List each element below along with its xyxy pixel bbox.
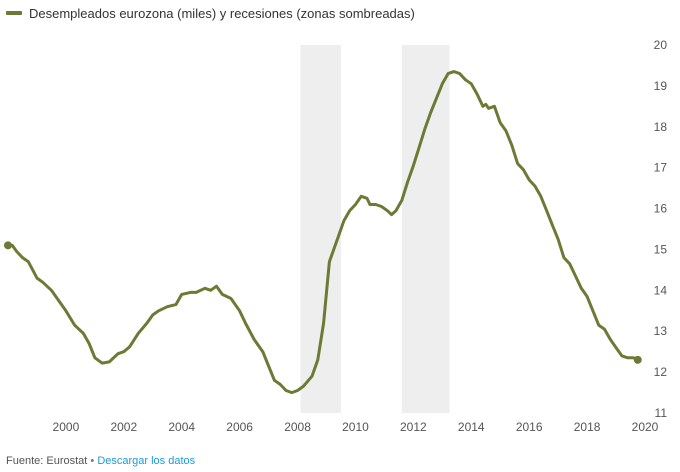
source-text: Fuente: Eurostat [6, 455, 88, 467]
x-tick-2018: 2018 [574, 420, 601, 434]
x-tick-2008: 2008 [284, 420, 311, 434]
x-axis-ticks: 2000 2002 2004 2006 2008 2010 2012 2014 2016 2018… [53, 420, 659, 434]
y-tick-15: 15 [654, 242, 668, 256]
y-tick-18: 18 [654, 120, 668, 134]
footer-separator: • [90, 455, 95, 467]
y-axis-ticks: 11 12 13 14 15 16 17 18 19 20 [654, 38, 668, 420]
legend-swatch [6, 11, 22, 15]
y-tick-16: 16 [654, 202, 668, 216]
x-tick-2020: 2020 [632, 420, 659, 434]
recession-band-2 [401, 45, 450, 413]
y-tick-17: 17 [654, 161, 668, 175]
x-tick-2004: 2004 [168, 420, 195, 434]
series-group [4, 70, 642, 395]
x-tick-2010: 2010 [342, 420, 369, 434]
legend-label: Desempleados eurozona (miles) y recesion… [29, 5, 415, 21]
series-line-1 [6, 70, 640, 395]
series-start-point [4, 241, 12, 250]
download-data-link[interactable]: Descargar los datos [97, 455, 196, 467]
x-tick-2002: 2002 [110, 420, 137, 434]
y-tick-13: 13 [654, 324, 668, 338]
recession-bands [300, 45, 450, 413]
x-tick-2006: 2006 [226, 420, 253, 434]
x-tick-2016: 2016 [516, 420, 543, 434]
y-tick-19: 19 [654, 79, 668, 93]
y-tick-11: 11 [655, 406, 668, 420]
recession-band-1 [300, 45, 341, 413]
y-tick-12: 12 [654, 365, 668, 379]
x-tick-2000: 2000 [53, 420, 80, 434]
series-end-point [633, 355, 642, 364]
x-tick-2014: 2014 [458, 420, 485, 434]
chart-footer: Fuente: Eurostat • Descargar los datos [6, 455, 195, 467]
chart-legend: Desempleados eurozona (miles) y recesion… [6, 4, 415, 22]
y-tick-14: 14 [654, 283, 668, 297]
x-tick-2012: 2012 [400, 420, 427, 434]
y-tick-20: 20 [654, 38, 668, 52]
